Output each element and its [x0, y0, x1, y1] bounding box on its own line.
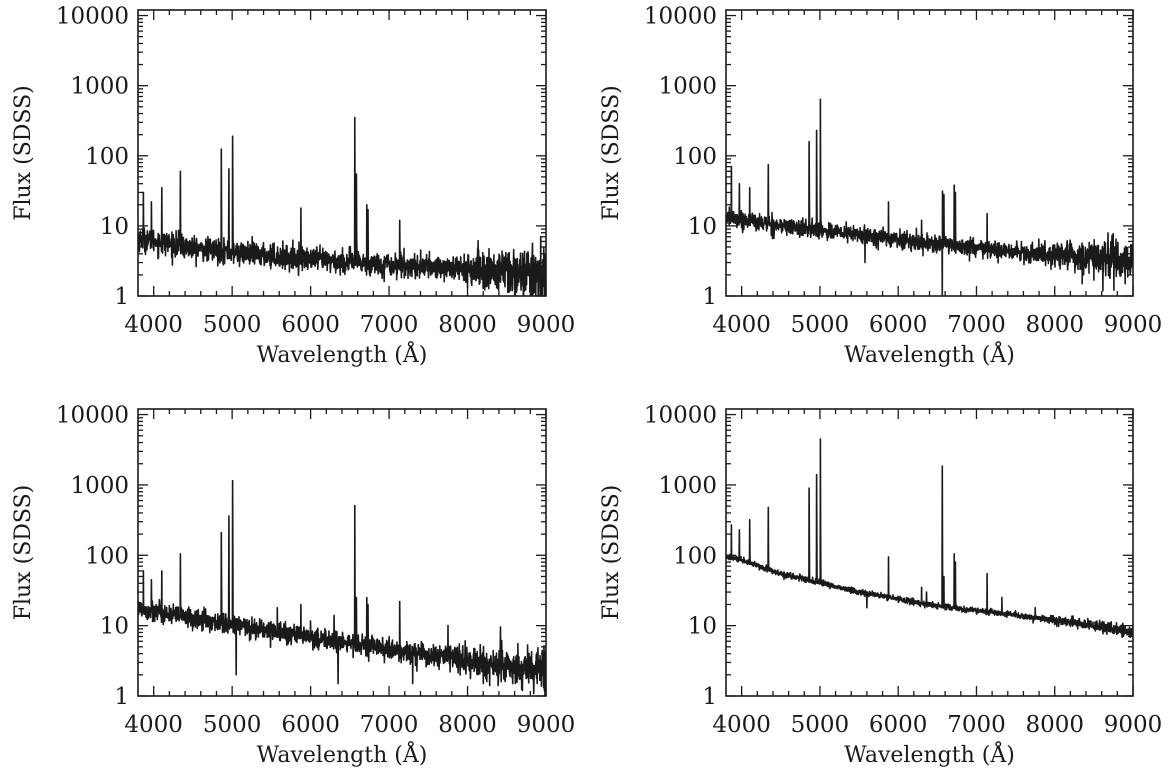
- x-tick-label: 6000: [281, 312, 340, 338]
- x-tick-label: 6000: [281, 712, 340, 738]
- spectrum-panel-top-right: 4000 5000 6000 7000 8000 9000 1 10 100 1000 10000 W…: [599, 4, 1162, 368]
- y-tick-label: 1: [114, 684, 129, 710]
- y-tick-label: 1: [114, 284, 129, 310]
- y-axis-title: Flux (SDSS): [11, 85, 36, 221]
- y-tick-label: 1: [702, 684, 717, 710]
- y-tick-label: 100: [85, 144, 129, 170]
- plot-frame: [137, 408, 547, 697]
- y-axis-title: Flux (SDSS): [599, 485, 624, 621]
- spectrum-line: [726, 438, 1133, 639]
- spectrum-panel-bottom-right: 4000 5000 6000 7000 8000 9000 1 10 100 1000 10000 W…: [599, 403, 1162, 768]
- spectrum-line: [726, 98, 1133, 296]
- y-tick-label: 10000: [56, 403, 129, 429]
- x-tick-label: 7000: [947, 712, 1006, 738]
- y-tick-label: 10: [688, 614, 717, 640]
- x-axis-title: Wavelength (Å): [257, 740, 428, 768]
- y-tick-label: 1000: [70, 74, 129, 100]
- plot-frame: [725, 408, 1134, 697]
- y-tick-label: 10: [688, 214, 717, 240]
- y-tick-label: 1: [702, 284, 717, 310]
- x-tick-label: 7000: [360, 712, 419, 738]
- x-axis-title: Wavelength (Å): [844, 740, 1015, 768]
- x-tick-label: 7000: [360, 312, 419, 338]
- y-tick-label: 1000: [658, 74, 717, 100]
- x-tick-label: 4000: [124, 312, 183, 338]
- x-tick-label: 8000: [438, 712, 497, 738]
- y-tick-label: 100: [673, 144, 717, 170]
- spectrum-panel-top-left: 4000 5000 6000 7000 8000 9000 1 10 100 1000 10000 W…: [11, 4, 575, 368]
- x-tick-label: 9000: [517, 712, 576, 738]
- x-tick-label: 6000: [869, 312, 928, 338]
- x-tick-label: 8000: [438, 312, 497, 338]
- y-tick-label: 1000: [70, 473, 129, 499]
- x-tick-label: 9000: [517, 312, 576, 338]
- y-tick-label: 10: [100, 214, 129, 240]
- y-tick-label: 10000: [644, 4, 717, 30]
- x-tick-label: 5000: [791, 312, 850, 338]
- x-tick-label: 8000: [1025, 712, 1084, 738]
- x-tick-label: 5000: [791, 712, 850, 738]
- x-axis-title: Wavelength (Å): [844, 340, 1015, 368]
- x-tick-label: 8000: [1025, 312, 1084, 338]
- x-axis-title: Wavelength (Å): [257, 340, 428, 368]
- y-axis-title: Flux (SDSS): [11, 485, 36, 621]
- x-tick-label: 4000: [124, 712, 183, 738]
- x-tick-label: 9000: [1104, 312, 1163, 338]
- y-tick-label: 100: [85, 543, 129, 569]
- x-tick-label: 6000: [869, 712, 928, 738]
- y-tick-label: 10: [100, 614, 129, 640]
- x-tick-label: 7000: [947, 312, 1006, 338]
- y-axis-title: Flux (SDSS): [599, 85, 624, 221]
- x-tick-label: 9000: [1104, 712, 1163, 738]
- spectrum-line: [138, 479, 546, 696]
- x-tick-label: 5000: [203, 712, 262, 738]
- y-tick-label: 1000: [658, 473, 717, 499]
- x-tick-label: 4000: [712, 312, 771, 338]
- y-tick-label: 10000: [644, 403, 717, 429]
- spectrum-line: [138, 116, 546, 296]
- spectrum-panel-bottom-left: 4000 5000 6000 7000 8000 9000 1 10 100 1000 10000 W…: [11, 403, 575, 768]
- x-tick-label: 5000: [203, 312, 262, 338]
- y-tick-label: 10000: [56, 4, 129, 30]
- x-tick-label: 4000: [712, 712, 771, 738]
- y-tick-label: 100: [673, 543, 717, 569]
